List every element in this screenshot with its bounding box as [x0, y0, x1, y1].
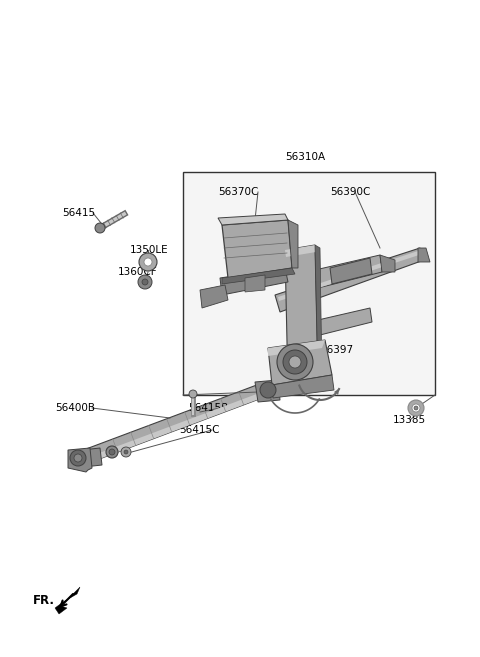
Polygon shape: [68, 448, 92, 472]
Text: 56415C: 56415C: [179, 425, 219, 435]
Circle shape: [139, 253, 157, 271]
Text: 56390C: 56390C: [330, 187, 371, 197]
Polygon shape: [220, 268, 288, 295]
Polygon shape: [418, 248, 430, 262]
Polygon shape: [55, 587, 80, 614]
Polygon shape: [91, 394, 261, 462]
Polygon shape: [82, 448, 102, 467]
Bar: [183, 172, 435, 395]
Circle shape: [142, 279, 148, 285]
Polygon shape: [87, 386, 261, 462]
Polygon shape: [315, 245, 322, 380]
Polygon shape: [222, 220, 292, 278]
Circle shape: [414, 406, 418, 410]
Text: 56400B: 56400B: [55, 403, 95, 413]
Text: FR.: FR.: [33, 593, 55, 606]
Circle shape: [277, 344, 313, 380]
Text: 56415: 56415: [62, 208, 95, 218]
Circle shape: [412, 404, 420, 412]
Polygon shape: [315, 255, 382, 288]
Polygon shape: [200, 285, 228, 308]
Text: 56415B: 56415B: [188, 403, 228, 413]
Polygon shape: [330, 258, 372, 284]
Circle shape: [106, 446, 118, 458]
Circle shape: [408, 400, 424, 416]
Circle shape: [74, 454, 82, 462]
Polygon shape: [275, 248, 424, 312]
Polygon shape: [268, 340, 332, 385]
Circle shape: [109, 449, 115, 455]
Circle shape: [189, 390, 197, 398]
Polygon shape: [245, 275, 265, 292]
Polygon shape: [285, 245, 318, 388]
Circle shape: [95, 223, 105, 233]
Text: 56397: 56397: [320, 345, 353, 355]
Circle shape: [70, 450, 86, 466]
Polygon shape: [288, 220, 298, 268]
Polygon shape: [318, 308, 372, 335]
Circle shape: [121, 447, 131, 457]
Polygon shape: [218, 214, 288, 225]
Circle shape: [124, 450, 128, 454]
Circle shape: [289, 356, 301, 368]
Polygon shape: [278, 251, 419, 301]
Text: 1350LE: 1350LE: [130, 245, 168, 255]
Circle shape: [144, 258, 152, 266]
Polygon shape: [268, 340, 325, 356]
Polygon shape: [222, 268, 295, 284]
Polygon shape: [380, 255, 395, 272]
Polygon shape: [255, 380, 280, 402]
Text: 56370C: 56370C: [218, 187, 258, 197]
Circle shape: [138, 275, 152, 289]
Circle shape: [283, 350, 307, 374]
Text: 56310A: 56310A: [285, 152, 325, 162]
Polygon shape: [285, 245, 316, 257]
Circle shape: [260, 382, 276, 398]
Text: 13385: 13385: [393, 415, 426, 425]
Polygon shape: [272, 375, 334, 398]
Text: 1360CF: 1360CF: [118, 267, 157, 277]
